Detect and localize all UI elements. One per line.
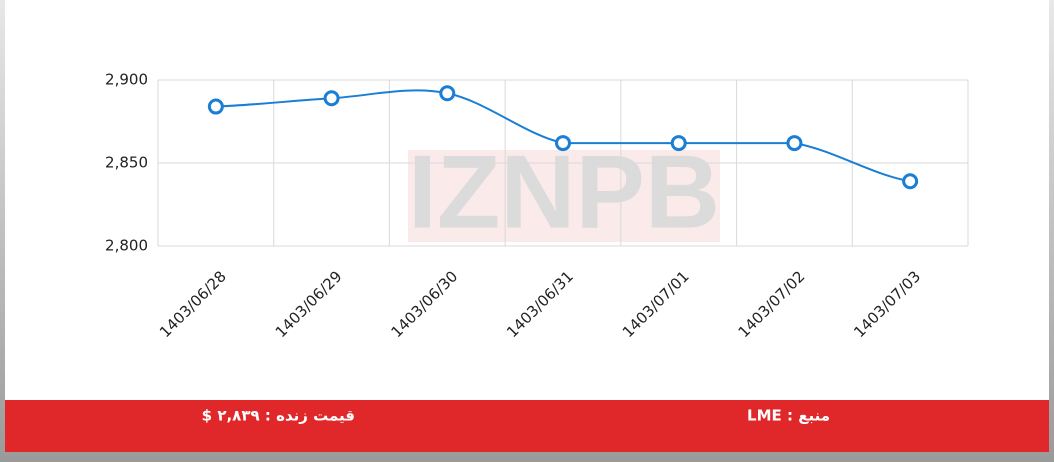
- y-tick-label: 2,850: [105, 154, 148, 172]
- live-price: قیمت زنده : ۲,۸۳۹ $: [202, 407, 355, 425]
- point: [207, 98, 224, 115]
- point: [786, 135, 803, 152]
- point: [670, 135, 687, 152]
- point: [439, 85, 456, 102]
- y-tick-label: 2,800: [105, 237, 148, 255]
- point: [902, 173, 919, 190]
- watermark-group: IZNPB: [408, 134, 720, 250]
- footer-bar: [5, 400, 1049, 452]
- y-tick-label: 2,900: [105, 71, 148, 89]
- watermark: IZNPB: [408, 134, 720, 250]
- source: منبع : LME: [747, 407, 830, 425]
- point: [323, 90, 340, 107]
- point: [555, 135, 571, 152]
- watermark-bg: [408, 150, 720, 242]
- card: [5, 0, 1049, 400]
